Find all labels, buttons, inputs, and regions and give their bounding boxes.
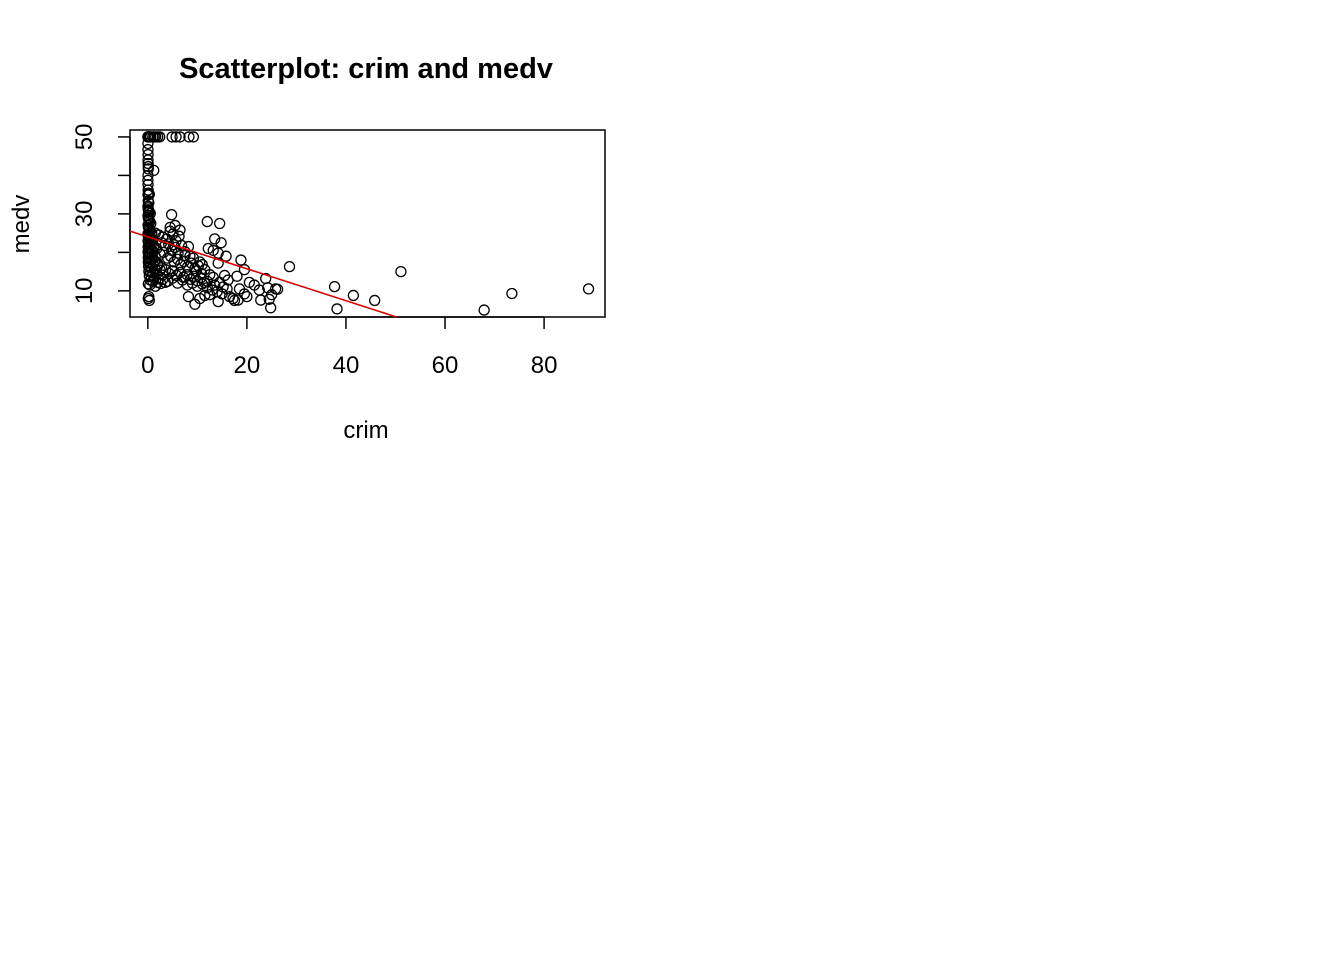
data-point [149,280,161,292]
data-point [144,279,156,291]
data-point [227,292,239,305]
x-axis: 0 20 40 60 80 [141,316,558,379]
data-point [142,154,154,166]
data-point [158,246,170,259]
data-point [152,258,164,270]
data-point [151,242,163,255]
data-point [221,283,233,295]
data-point [142,278,154,290]
data-point [167,239,180,251]
data-point [238,288,251,300]
data-point [215,237,227,249]
data-point [148,164,160,177]
data-point [164,250,177,262]
data-point [162,238,175,250]
data-point [201,215,213,228]
data-point [182,290,195,303]
data-point [142,184,154,196]
data-point [142,292,154,305]
data-point [347,289,360,302]
data-point [183,131,195,143]
data-point [204,269,216,281]
data-point [331,303,343,315]
data-point [235,254,247,266]
y-axis: 10 30 50 [71,124,131,304]
data-point [369,294,381,307]
data-point [478,304,490,316]
data-point [212,257,224,269]
data-point [214,217,226,230]
data-point [174,259,187,271]
data-point [582,283,595,295]
data-point [212,295,224,308]
data-point [202,242,214,255]
data-point [174,131,186,143]
regression-line-group [129,230,397,318]
data-point [142,189,154,201]
y-tick-label: 10 [71,277,98,304]
data-point [255,294,267,306]
data-point [220,250,232,262]
x-tick-label: 20 [234,352,261,379]
data-point [265,302,277,314]
x-tick-label: 40 [333,352,360,379]
data-point [395,265,407,278]
data-point [328,280,341,293]
data-point [271,283,284,295]
data-point [165,209,178,221]
data-point [187,252,200,264]
data-point [142,163,154,175]
data-point [142,148,154,161]
y-axis-label: medv [8,195,35,254]
data-point [209,233,221,245]
data-points [142,131,595,316]
data-point [170,131,182,143]
y-tick-label: 30 [71,201,98,228]
chart-title: Scatterplot: crim and medv [179,53,553,85]
data-point [174,224,186,236]
data-point [283,260,296,273]
data-point [167,228,179,240]
data-point [154,131,166,143]
data-point [142,157,154,170]
data-point [222,274,234,286]
x-tick-label: 80 [531,352,558,379]
x-axis-label: crim [343,417,388,444]
data-point [166,131,178,143]
x-tick-label: 60 [432,352,459,379]
data-point [195,267,207,280]
y-tick-label: 50 [71,124,98,151]
data-point [506,287,518,300]
data-point [204,289,216,301]
data-point [232,294,244,306]
x-tick-label: 0 [141,352,154,379]
data-point [142,137,154,150]
data-point [187,131,200,143]
regression-line [129,230,397,318]
data-point [228,294,241,307]
data-point [171,253,184,265]
data-point [189,298,201,310]
data-point [260,272,272,285]
